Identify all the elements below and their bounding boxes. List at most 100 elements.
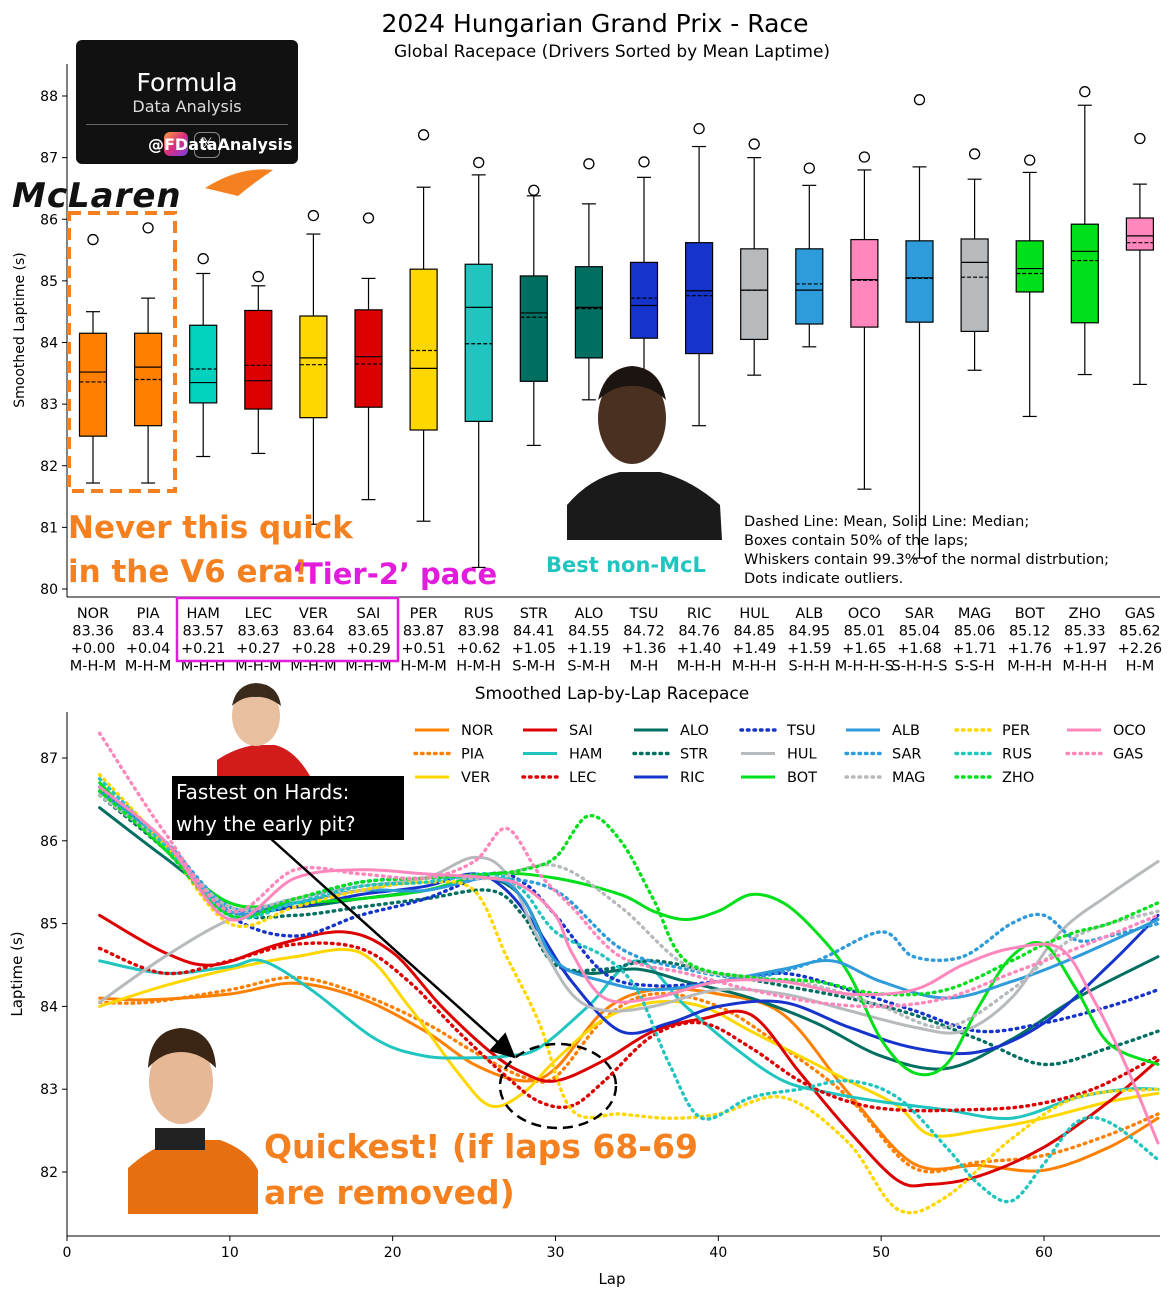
box-y-tick-label: 86 [40, 212, 58, 228]
portrait-body [217, 745, 310, 776]
driver-gap-label: +0.51 [401, 641, 445, 657]
driver-gap-label: +0.62 [456, 641, 500, 657]
legend-label-oco: OCO [1113, 723, 1146, 739]
hamilton-portrait [567, 366, 722, 540]
logo-brand: Formula [136, 68, 238, 97]
driver-mean-label: 84.41 [513, 624, 555, 640]
series-line-nor [98, 981, 1160, 1173]
driver-name-label: HAM [187, 606, 220, 622]
driver-name-label: HUL [739, 606, 769, 622]
driver-gap-label: +1.76 [1007, 641, 1051, 657]
driver-tyres-label: H-M-H [456, 659, 501, 675]
box-bot: BOT 85.12+1.76 M-H-H [1007, 154, 1052, 675]
box-outlier [693, 123, 705, 135]
driver-tyres-label: S-S-H [955, 659, 995, 675]
box-iqr [574, 266, 604, 359]
note-line: Dashed Line: Mean, Solid Line: Median; [744, 514, 1030, 530]
driver-tyres-label: H-M [1126, 659, 1155, 675]
driver-gap-label: +0.04 [126, 641, 170, 657]
driver-tyres-label: M-H-H-S [835, 659, 894, 675]
never-quick-line: Never this quick [68, 510, 353, 546]
instagram-icon [164, 132, 188, 156]
box-ham: HAM 83.57+0.21 M-H-H [181, 253, 226, 675]
driver-name-label: ALB [795, 606, 823, 622]
driver-tyres-label: M-H-H [1062, 659, 1107, 675]
driver-mean-label: 85.33 [1064, 624, 1106, 640]
chart-title: 2024 Hungarian Grand Prix - Race [381, 9, 808, 38]
driver-tyres-label: M-H-H [732, 659, 777, 675]
driver-gap-label: +1.97 [1063, 641, 1107, 657]
box-iqr [795, 248, 824, 325]
driver-name-label: ZHO [1069, 606, 1101, 622]
line-y-tick-label: 82 [40, 1165, 58, 1181]
logo-handle: @FDataAnalysis [148, 135, 293, 154]
tier2-highlight-box [175, 596, 400, 663]
note-line: Whiskers contain 99.3% of the normal dis… [744, 552, 1110, 568]
legend-label-str: STR [680, 747, 708, 763]
box-ric: RIC 84.76+1.40 M-H-H [677, 123, 721, 675]
legend-label-mag: MAG [892, 770, 925, 786]
driver-gap-label: +1.05 [512, 641, 556, 657]
box-mag: MAG 85.06+1.71 S-S-H [952, 148, 997, 675]
driver-tyres-label: S-M-H [567, 659, 610, 675]
quickest-line: are removed) [264, 1173, 515, 1212]
driver-mean-label: 83.4 [132, 624, 164, 640]
box-tsu: TSU 84.72+1.36 M-H [622, 156, 666, 675]
driver-tyres-label: S-M-H [512, 659, 555, 675]
series-line-rus [97, 777, 1160, 1204]
box-iqr [299, 315, 328, 419]
box-iqr [1070, 223, 1099, 324]
callout-line: why the early pit? [176, 812, 356, 836]
box-y-tick-label: 83 [40, 397, 58, 413]
driver-name-label: STR [520, 606, 548, 622]
box-sar: SAR 85.04+1.68 S-H-H-S [892, 94, 947, 675]
mclaren-highlight-box [67, 211, 177, 493]
note-line: Boxes contain 50% of the laps; [744, 533, 969, 549]
box-nor: NOR 83.36+0.00 M-H-M [70, 233, 116, 675]
legend-label-tsu: TSU [786, 723, 816, 739]
series-line-ver [98, 947, 1160, 1138]
legend-label-nor: NOR [461, 723, 493, 739]
portrait-body [567, 472, 722, 540]
legend-label-hul: HUL [787, 747, 817, 763]
box-outlier [638, 156, 650, 168]
box-outlier [473, 156, 485, 169]
driver-name-label: BOT [1015, 606, 1045, 622]
box-outlier [87, 233, 99, 246]
driver-mean-label: 85.06 [954, 624, 996, 640]
box-iqr [1125, 217, 1155, 251]
series-line-zho [97, 789, 1160, 997]
box-outlier [1079, 86, 1091, 98]
driver-mean-label: 83.57 [182, 624, 224, 640]
line-y-tick-label: 87 [40, 751, 58, 767]
box-outlier [583, 158, 595, 170]
mclaren-swoosh [205, 169, 273, 196]
highlight-ellipse [498, 1042, 618, 1130]
box-pia: PIA 83.4+0.04 M-H-M [125, 222, 171, 675]
driver-tyres-label: M-H-M [345, 659, 391, 675]
box-str: STR 84.41+1.05 S-M-H [512, 184, 556, 675]
line-x-tick-label: 20 [384, 1245, 402, 1261]
driver-name-label: VER [299, 606, 328, 622]
driver-mean-label: 85.04 [899, 624, 941, 640]
driver-gap-label: +1.71 [952, 641, 996, 657]
driver-gap-label: +1.36 [622, 641, 666, 657]
line-x-tick-label: 60 [1035, 1245, 1053, 1261]
formula-data-analysis-logo: Formula Data Analysis 𝕏 @FDataAnalysis [76, 40, 298, 164]
box-outlier [913, 94, 926, 106]
portrait-body [128, 1140, 258, 1214]
box-iqr [905, 240, 934, 323]
driver-name-label: RUS [464, 606, 494, 622]
driver-name-label: SAI [357, 606, 381, 622]
line-series-group [97, 731, 1160, 1215]
driver-tyres-label: M-H-M [235, 659, 281, 675]
driver-mean-label: 85.62 [1119, 624, 1161, 640]
box-iqr [850, 238, 879, 328]
box-outlier [858, 151, 871, 163]
line-x-tick-label: 30 [547, 1245, 565, 1261]
norris-portrait [128, 1028, 258, 1214]
series-line-str [97, 793, 1160, 1067]
box-outlier [417, 129, 430, 141]
box-outlier [307, 209, 320, 222]
